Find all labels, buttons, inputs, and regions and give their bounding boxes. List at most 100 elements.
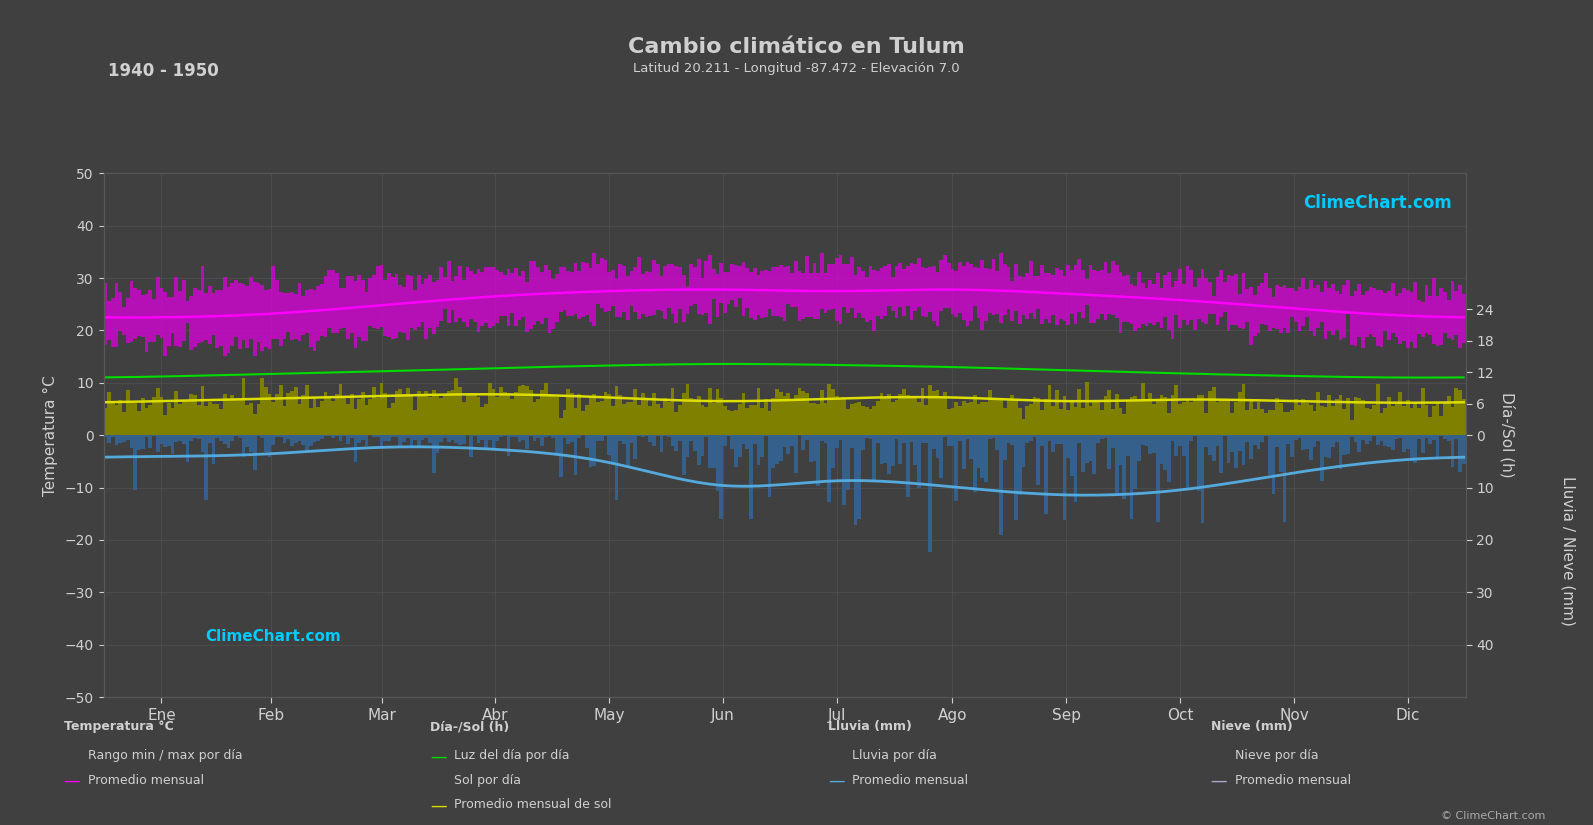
Bar	[387, 436, 390, 441]
Bar	[448, 391, 451, 436]
Bar	[1137, 436, 1141, 460]
Bar	[734, 266, 738, 308]
Bar	[1343, 409, 1346, 436]
Bar	[1294, 399, 1298, 436]
Bar	[1230, 436, 1235, 452]
Bar	[577, 436, 581, 438]
Bar	[890, 277, 895, 311]
Bar	[1088, 436, 1093, 461]
Bar	[793, 436, 798, 473]
Bar	[629, 436, 634, 443]
Bar	[537, 398, 540, 436]
Bar	[104, 408, 107, 436]
Bar	[1360, 295, 1365, 348]
Bar	[104, 283, 107, 345]
Bar	[1446, 396, 1451, 436]
Bar	[331, 270, 335, 333]
Bar	[1265, 273, 1268, 324]
Bar	[159, 288, 162, 338]
Bar	[167, 403, 170, 436]
Bar	[1354, 436, 1357, 442]
Bar	[1212, 436, 1215, 460]
Bar	[629, 271, 634, 306]
Bar	[962, 402, 965, 436]
Bar	[1126, 401, 1129, 436]
Bar	[331, 436, 335, 438]
Bar	[1179, 269, 1182, 328]
Bar	[1145, 288, 1149, 326]
Bar	[1391, 406, 1394, 436]
Bar	[1088, 265, 1093, 323]
Bar	[585, 263, 589, 315]
Bar	[843, 397, 846, 436]
Bar	[1021, 436, 1026, 467]
Bar	[198, 405, 201, 436]
Bar	[626, 402, 629, 436]
Bar	[1219, 270, 1223, 317]
Bar	[1346, 436, 1349, 454]
Bar	[801, 436, 804, 450]
Bar	[223, 394, 226, 436]
Bar	[448, 436, 451, 441]
Bar	[1048, 436, 1051, 441]
Text: Latitud 20.211 - Longitud -87.472 - Elevación 7.0: Latitud 20.211 - Longitud -87.472 - Elev…	[632, 62, 961, 75]
Bar	[910, 263, 913, 320]
Bar	[1462, 436, 1466, 464]
Bar	[1440, 288, 1443, 345]
Bar	[738, 266, 742, 298]
Bar	[209, 436, 212, 443]
Bar	[1365, 408, 1368, 436]
Bar	[715, 389, 720, 436]
Bar	[170, 436, 175, 454]
Bar	[1421, 302, 1424, 337]
Bar	[145, 294, 148, 351]
Bar	[1223, 281, 1227, 312]
Bar	[895, 266, 898, 318]
Bar	[518, 436, 521, 441]
Bar	[148, 290, 151, 342]
Bar	[1290, 410, 1294, 436]
Bar	[268, 436, 271, 457]
Bar	[1118, 271, 1121, 333]
Bar	[1324, 408, 1327, 436]
Bar	[1096, 436, 1099, 443]
Bar	[1235, 403, 1238, 436]
Bar	[1301, 398, 1305, 436]
Bar	[276, 394, 279, 436]
Bar	[175, 391, 178, 436]
Bar	[969, 436, 973, 460]
Bar	[906, 395, 910, 436]
Bar	[357, 399, 362, 436]
Bar	[1282, 436, 1287, 522]
Bar	[1174, 280, 1179, 315]
Bar	[1435, 403, 1440, 436]
Bar	[634, 266, 637, 312]
Bar	[573, 408, 577, 436]
Bar	[1276, 285, 1279, 328]
Bar	[690, 436, 693, 441]
Bar	[1152, 436, 1157, 453]
Bar	[604, 392, 607, 436]
Bar	[1149, 393, 1152, 436]
Bar	[1179, 436, 1182, 446]
Bar	[1118, 408, 1121, 436]
Bar	[335, 394, 339, 436]
Bar	[671, 264, 674, 314]
Bar	[1290, 436, 1294, 457]
Bar	[988, 436, 992, 439]
Bar	[215, 404, 220, 436]
Bar	[137, 411, 140, 436]
Bar	[827, 264, 832, 310]
Bar	[906, 436, 910, 497]
Bar	[623, 404, 626, 436]
Bar	[440, 266, 443, 322]
Bar	[1040, 266, 1043, 324]
Bar	[742, 436, 746, 444]
Bar	[935, 436, 940, 458]
Bar	[992, 398, 996, 436]
Bar	[1032, 436, 1037, 437]
Bar	[581, 262, 585, 318]
Bar	[339, 288, 342, 329]
Bar	[1454, 389, 1458, 436]
Bar	[1332, 284, 1335, 335]
